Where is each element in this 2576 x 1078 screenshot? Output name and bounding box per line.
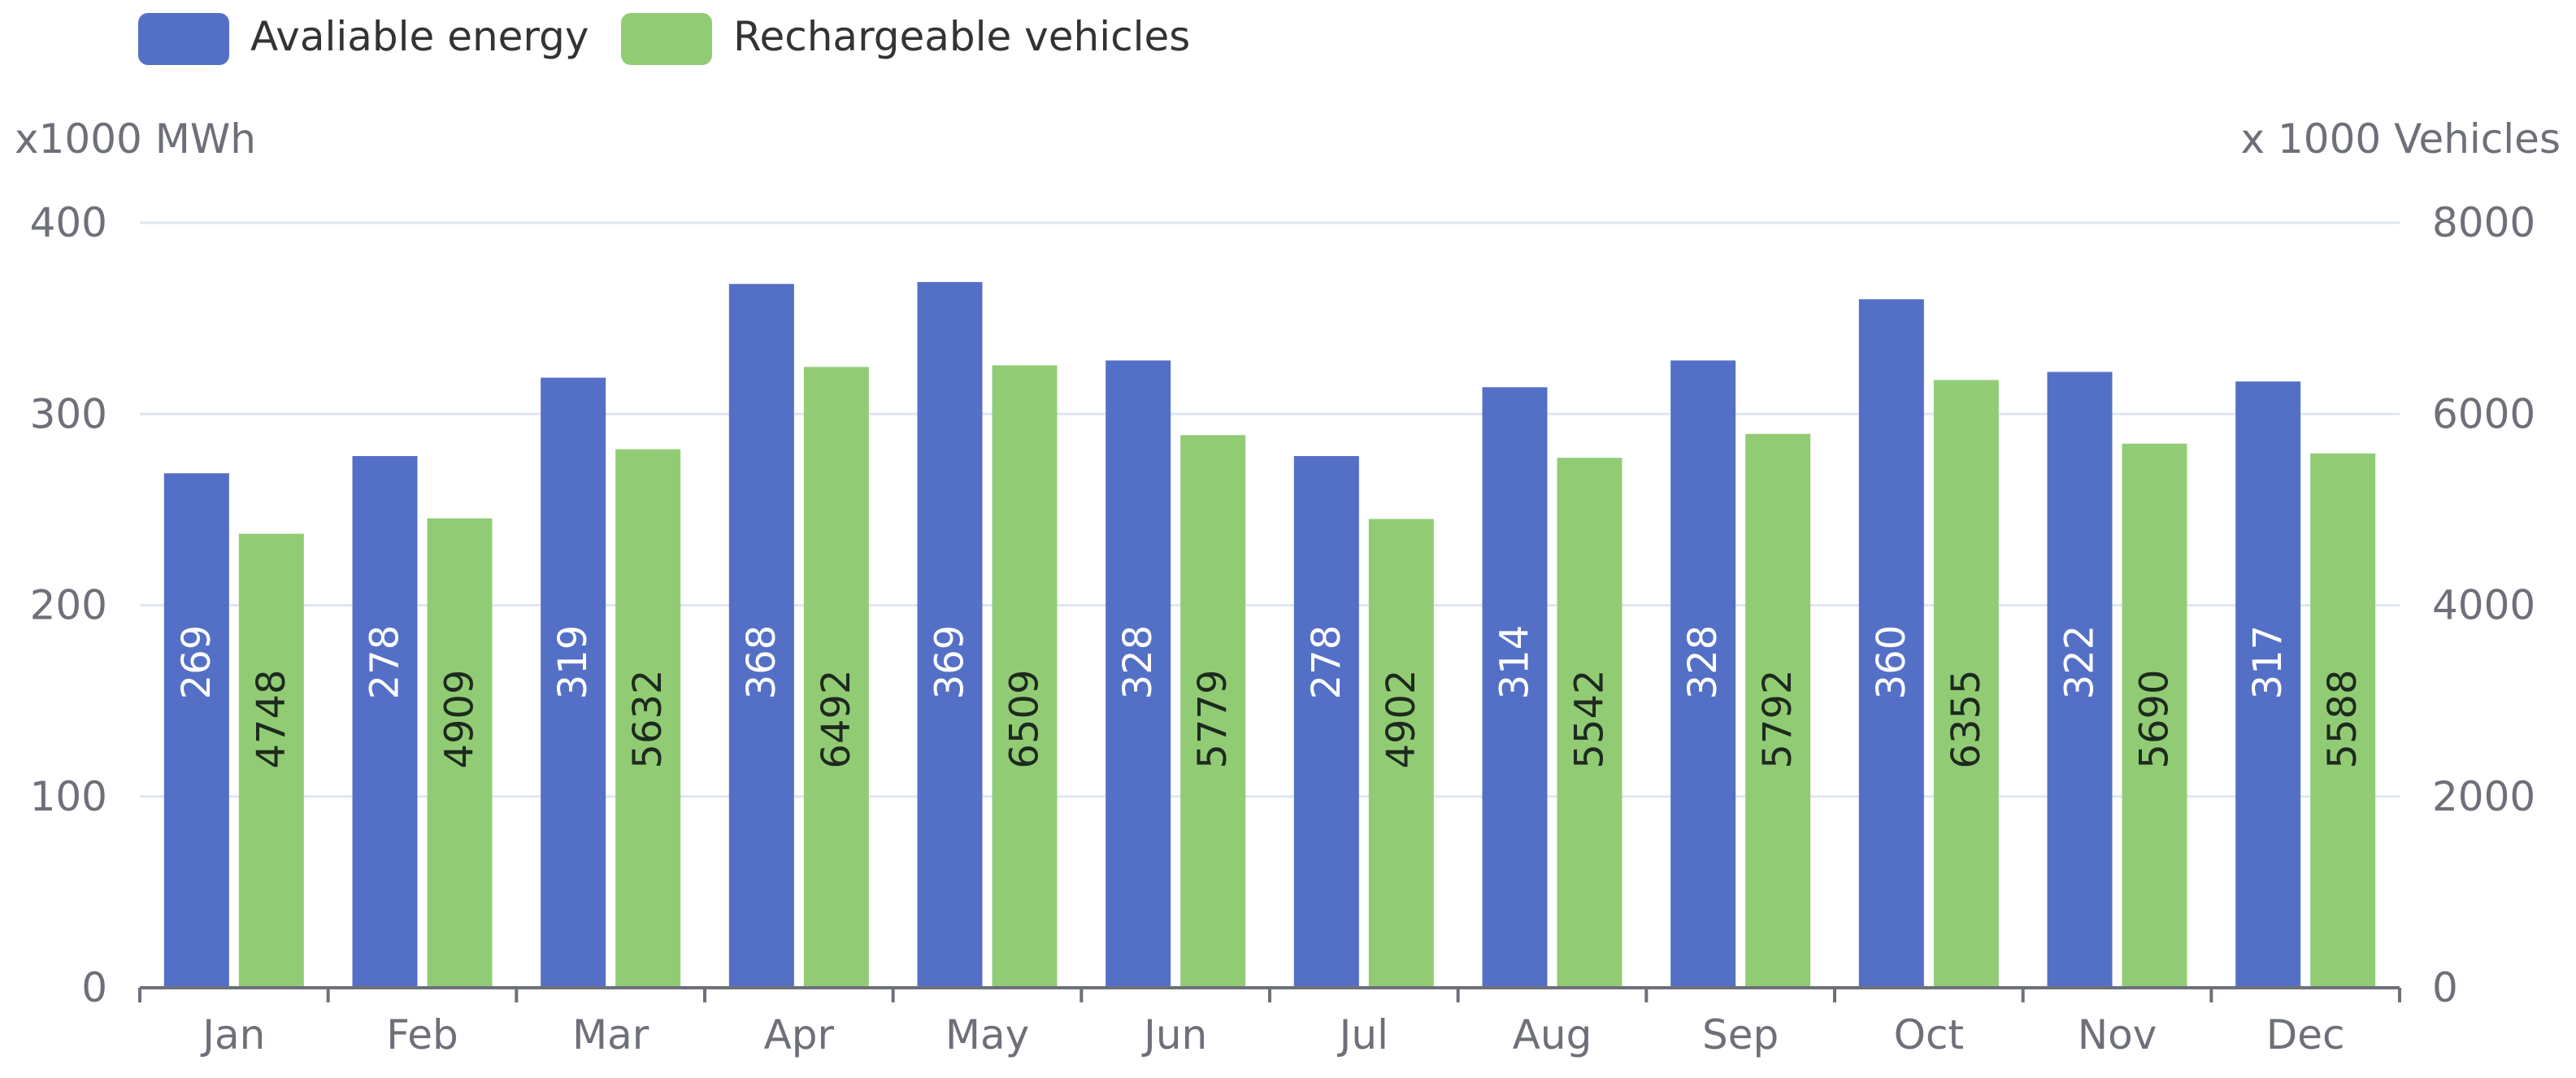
bar-available-energy[interactable]	[2235, 381, 2301, 988]
x-tick-label: Nov	[2078, 1011, 2157, 1058]
bar-available-energy[interactable]	[541, 377, 606, 988]
data-label-rechargeable-vehicles: 5792	[1755, 669, 1801, 768]
data-label-available-energy: 328	[1115, 625, 1161, 700]
bar-available-energy[interactable]	[2047, 372, 2113, 988]
bar-available-energy[interactable]	[1858, 299, 1924, 989]
legend-swatch[interactable]	[621, 13, 712, 65]
x-tick-label: Aug	[1513, 1011, 1592, 1058]
legend-label[interactable]: Rechargeable vehicles	[733, 13, 1190, 60]
x-tick-label: Dec	[2266, 1011, 2345, 1058]
bar-rechargeable-vehicles[interactable]	[615, 449, 681, 988]
x-tick-label: Jun	[1141, 1011, 1207, 1058]
y-left-tick-label: 200	[30, 582, 107, 629]
y-left-tick-label: 300	[30, 390, 107, 437]
data-label-available-energy: 360	[1869, 625, 1914, 700]
bars: 269 4748 278 4909 319 5632 368 6492 369 6509 328 57…	[163, 281, 2376, 989]
data-label-rechargeable-vehicles: 5588	[2320, 669, 2365, 768]
x-tick-label: May	[945, 1011, 1029, 1058]
data-label-rechargeable-vehicles: 4909	[437, 669, 483, 768]
data-label-rechargeable-vehicles: 5632	[625, 669, 671, 768]
bar-rechargeable-vehicles[interactable]	[2310, 453, 2376, 988]
data-label-rechargeable-vehicles: 4902	[1379, 669, 1424, 768]
legend-item-available-energy[interactable]: Avaliable energy	[138, 13, 589, 65]
bar-available-energy[interactable]	[1106, 360, 1171, 988]
y-right-tick-label: 4000	[2432, 582, 2535, 629]
bar-available-energy[interactable]	[1670, 360, 1736, 988]
x-tick-label: Jan	[200, 1011, 265, 1058]
legend-swatch[interactable]	[138, 13, 229, 65]
y-right-tick-label: 8000	[2432, 199, 2535, 246]
data-label-available-energy: 278	[1304, 625, 1349, 700]
y-right-axis-title: x 1000 Vehicles	[2241, 115, 2561, 163]
x-tick-label: Jul	[1337, 1011, 1388, 1058]
x-tick-label: Apr	[764, 1011, 835, 1058]
bar-rechargeable-vehicles[interactable]	[2122, 443, 2187, 988]
data-label-available-energy: 278	[363, 625, 408, 700]
bar-rechargeable-vehicles[interactable]	[1557, 458, 1622, 988]
y-left-axis-title: x1000 MWh	[15, 115, 256, 163]
bar-available-energy[interactable]	[917, 281, 983, 988]
data-label-rechargeable-vehicles: 5779	[1190, 669, 1236, 768]
bar-available-energy[interactable]	[728, 284, 794, 988]
legend-label[interactable]: Avaliable energy	[250, 13, 589, 60]
bar-rechargeable-vehicles[interactable]	[992, 365, 1058, 988]
y-right-tick-label: 6000	[2432, 390, 2535, 437]
legend-item-rechargeable-vehicles[interactable]: Rechargeable vehicles	[621, 13, 1190, 65]
data-label-available-energy: 322	[2057, 625, 2103, 700]
data-label-available-energy: 269	[174, 625, 219, 700]
data-label-rechargeable-vehicles: 6492	[814, 669, 859, 768]
y-left-tick-label: 400	[30, 199, 107, 246]
x-tick-label: Mar	[572, 1011, 649, 1058]
y-left-tick-label: 0	[81, 964, 107, 1011]
x-tick-label: Sep	[1702, 1011, 1779, 1058]
data-label-available-energy: 328	[1680, 625, 1726, 700]
bar-available-energy[interactable]	[1482, 387, 1548, 988]
y-right-tick-label: 0	[2432, 964, 2458, 1011]
x-tick-label: Feb	[386, 1011, 458, 1058]
data-label-available-energy: 369	[927, 625, 973, 700]
bar-rechargeable-vehicles[interactable]	[1180, 435, 1246, 988]
bar-available-energy[interactable]	[163, 473, 229, 988]
data-label-rechargeable-vehicles: 5690	[2132, 669, 2178, 768]
data-label-rechargeable-vehicles: 6355	[1944, 669, 1989, 768]
data-label-available-energy: 317	[2245, 625, 2291, 700]
data-label-available-energy: 368	[739, 625, 784, 700]
bar-available-energy[interactable]	[1293, 456, 1359, 988]
data-label-available-energy: 314	[1492, 625, 1538, 700]
data-label-available-energy: 319	[550, 625, 596, 700]
x-tick-label: Oct	[1894, 1011, 1964, 1058]
axes: 0 0 100 2000 200 4000 300 6000 400 8000 x1000 MWh x…	[15, 115, 2561, 1058]
bar-available-energy[interactable]	[352, 456, 418, 988]
bar-rechargeable-vehicles[interactable]	[803, 367, 869, 988]
data-label-rechargeable-vehicles: 6509	[1002, 669, 1048, 768]
bar-rechargeable-vehicles[interactable]	[1745, 433, 1811, 988]
bar-rechargeable-vehicles[interactable]	[1368, 519, 1434, 988]
gridlines	[140, 221, 2400, 798]
legend[interactable]: Avaliable energy Rechargeable vehicles	[138, 13, 1190, 65]
data-label-rechargeable-vehicles: 5542	[1567, 669, 1613, 768]
bar-rechargeable-vehicles[interactable]	[238, 533, 304, 988]
bar-rechargeable-vehicles[interactable]	[427, 518, 493, 988]
y-left-tick-label: 100	[30, 773, 107, 820]
bar-rechargeable-vehicles[interactable]	[1933, 380, 1999, 988]
data-label-rechargeable-vehicles: 4748	[249, 669, 294, 768]
y-right-tick-label: 2000	[2432, 773, 2535, 820]
